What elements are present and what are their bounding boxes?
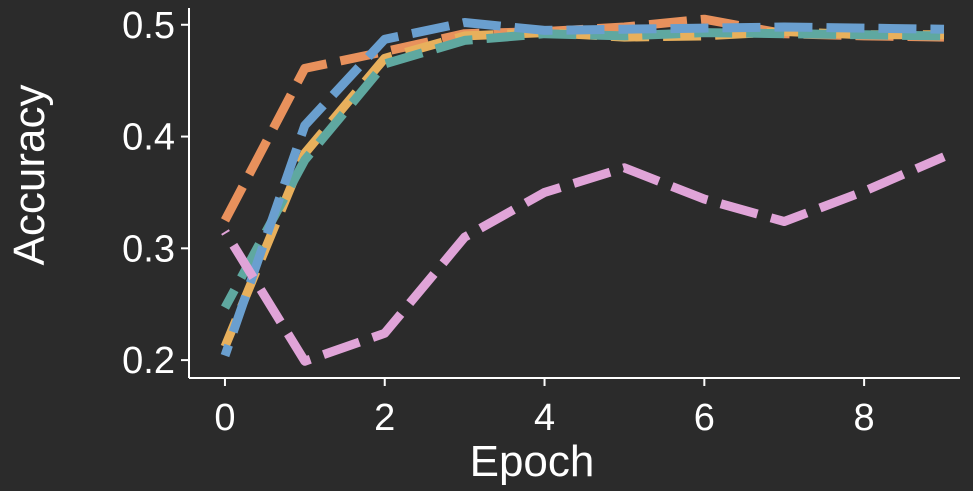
y-tick-label: 0.3 [122,228,175,270]
x-tick-label: 6 [694,397,715,439]
x-tick-label: 2 [374,397,395,439]
y-tick-label: 0.2 [122,340,175,382]
y-axis-title: Accuracy [5,85,54,266]
series-line-2 [221,28,945,310]
series-line-1 [220,27,944,349]
y-tick-label: 0.5 [122,5,175,47]
x-tick-label: 8 [854,397,875,439]
y-tick-label: 0.4 [122,117,175,159]
y-ticks: 0.2 0.3 0.4 0.5 [122,5,189,382]
series-group [220,14,946,366]
x-ticks: 0 2 4 6 8 [214,378,875,439]
series-line-4 [221,152,946,366]
x-axis-title: Epoch [470,437,595,486]
x-tick-label: 4 [534,397,555,439]
series-line-3 [220,18,945,358]
x-tick-label: 0 [214,397,235,439]
